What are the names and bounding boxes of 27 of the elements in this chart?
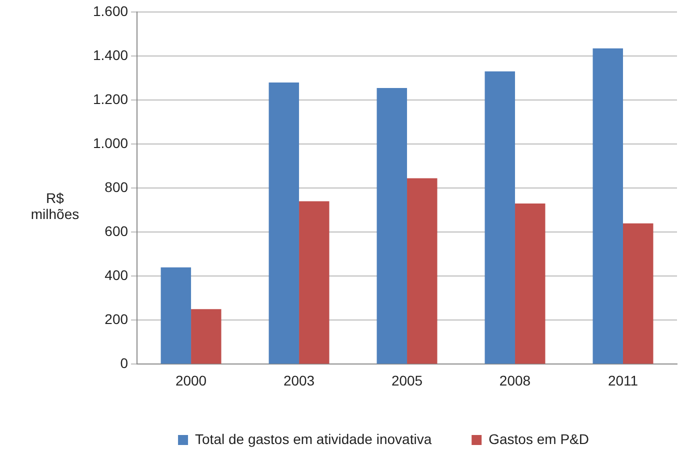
bar — [515, 204, 546, 364]
legend-label: Gastos em P&D — [488, 430, 589, 447]
y-tick-label: 600 — [104, 222, 128, 239]
y-tick-label: 1.600 — [92, 2, 128, 19]
bar — [191, 309, 222, 364]
x-tick-label: 2003 — [283, 372, 315, 388]
y-tick-label: 800 — [104, 178, 128, 195]
bar — [623, 223, 654, 364]
legend-label: Total de gastos em atividade inovativa — [195, 430, 432, 447]
y-tick-label: 400 — [104, 267, 128, 284]
bar — [407, 178, 438, 364]
x-tick-label: 2005 — [391, 372, 423, 388]
bar — [299, 201, 330, 364]
y-tick-label: 1.000 — [92, 134, 128, 151]
bar — [592, 48, 624, 364]
bar — [160, 267, 192, 364]
y-tick-label: 200 — [104, 311, 128, 328]
y-tick-label: 1.200 — [92, 90, 128, 107]
y-axis-title: R$ milhões — [30, 190, 80, 222]
bar — [376, 88, 408, 364]
x-tick-label: 2011 — [608, 372, 638, 388]
y-tick-label: 1.400 — [92, 46, 128, 63]
y-tick-label: 0 — [120, 355, 128, 372]
x-tick-label: 2008 — [499, 372, 531, 388]
bar — [268, 82, 300, 364]
bar — [484, 71, 516, 364]
x-tick-label: 2000 — [175, 372, 207, 388]
